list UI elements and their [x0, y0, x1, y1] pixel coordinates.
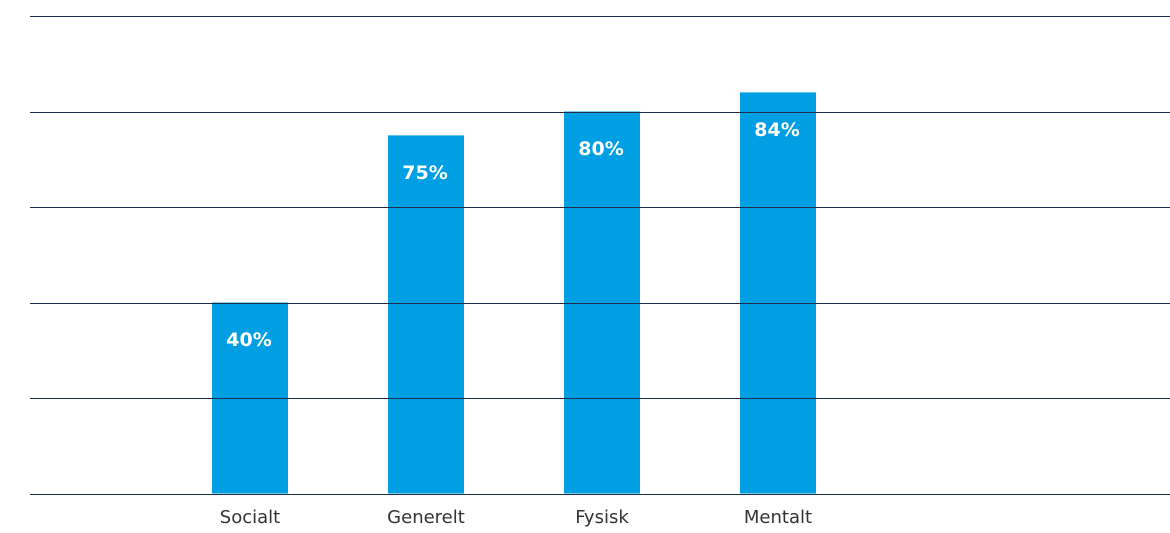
bar: [388, 135, 464, 494]
x-tick-label: Fysisk: [575, 507, 629, 528]
value-label: 40%: [226, 329, 271, 351]
x-tick-label: Generelt: [387, 507, 465, 528]
bar: [564, 111, 640, 494]
x-tick-label: Mentalt: [744, 507, 812, 528]
value-label: 84%: [754, 119, 799, 141]
value-label: 75%: [402, 162, 447, 184]
value-label: 80%: [578, 138, 623, 160]
x-tick-label: Socialt: [220, 507, 280, 528]
bar: [740, 92, 816, 494]
